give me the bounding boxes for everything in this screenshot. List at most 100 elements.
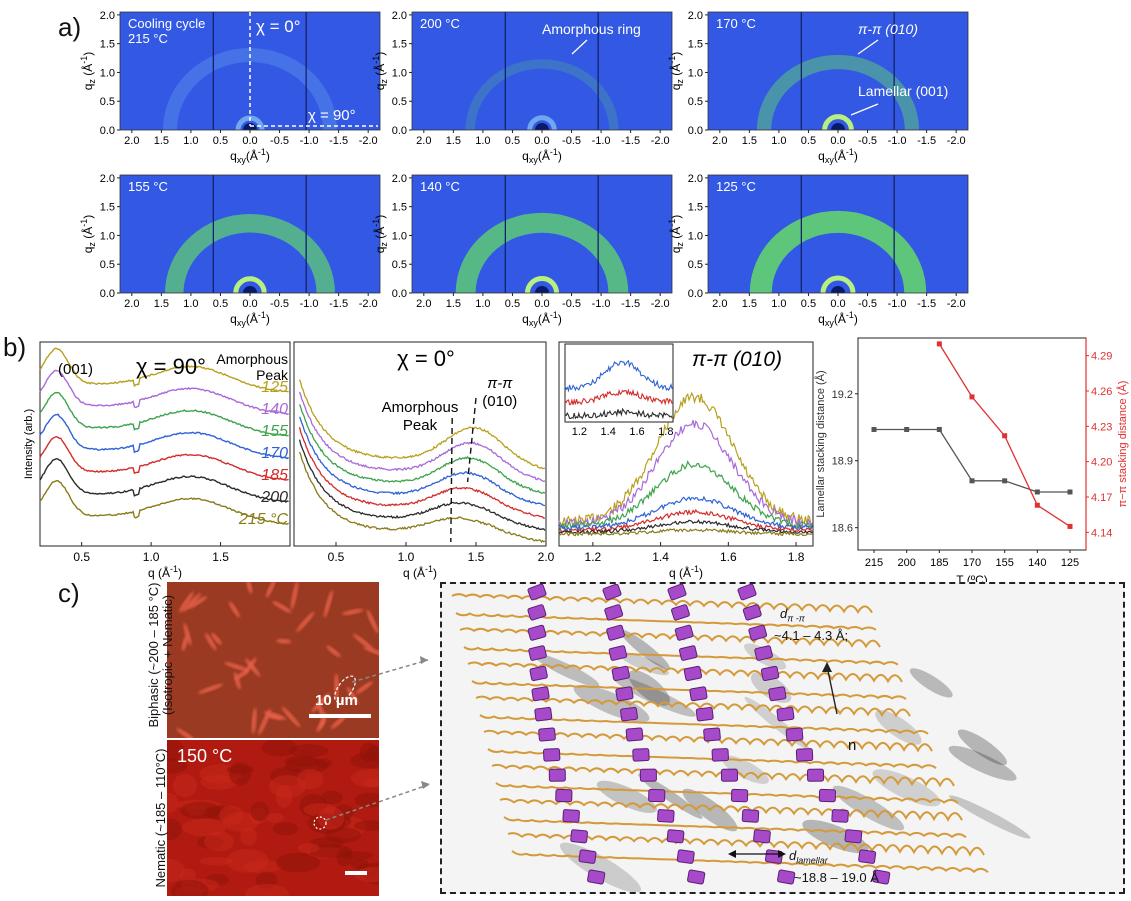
chi90-label: χ = 90° <box>308 107 356 124</box>
series-line <box>558 508 813 533</box>
nematic-droplet <box>211 632 222 645</box>
nematic-droplet <box>366 609 379 634</box>
qxy-tick-label: -1.0 <box>300 135 319 147</box>
nematic-droplet <box>265 713 282 720</box>
nematic-droplet <box>323 590 333 618</box>
x-tick-label: 200 <box>897 557 915 569</box>
y-tick-label: 18.6 <box>832 523 853 535</box>
nematic-droplet <box>182 593 202 613</box>
qz-tick-label: 1.0 <box>392 67 407 79</box>
nematic-droplet <box>228 601 240 618</box>
pipi-ring <box>756 54 920 131</box>
texture-blob <box>226 848 269 873</box>
qxy-tick-label: -1.5 <box>621 135 640 147</box>
backbone-unit <box>604 604 624 621</box>
data-point <box>969 478 975 484</box>
series-label: 155 <box>261 423 288 440</box>
x-tick-label: 1.0 <box>143 550 160 564</box>
amorphous-label: Amorphous <box>216 351 288 367</box>
x-tick-label: 125 <box>1061 557 1079 569</box>
shadow-blob <box>872 769 941 807</box>
y-axis-label: Intensity (arb.) <box>23 409 35 479</box>
qz-tick-label: 0.5 <box>392 259 407 271</box>
backbone-unit <box>587 869 606 885</box>
side-chain <box>451 593 873 615</box>
y2-tick-label: 4.23 <box>1091 421 1112 433</box>
qz-tick-label: 2.0 <box>688 173 703 185</box>
x-tick-label: 1.6 <box>720 550 737 564</box>
texture-blob <box>261 738 298 757</box>
qxy-tick-label: 1.5 <box>742 135 757 147</box>
shadow-blob <box>957 729 1007 766</box>
texture-blob <box>203 831 234 852</box>
texture-blob <box>354 792 385 808</box>
x-tick-label: 1.4 <box>652 550 669 564</box>
side-chain <box>455 612 877 631</box>
series-label: 125 <box>261 379 288 396</box>
shadow-blob <box>875 709 922 745</box>
qxy-tick-label: -0.5 <box>562 135 581 147</box>
qxy-tick-label: -0.5 <box>562 298 581 310</box>
series-line <box>39 479 289 525</box>
backbone-unit <box>562 809 580 823</box>
lamellar-annotation: Lamellar (001) <box>858 83 948 99</box>
temperature-label: Cooling cycle <box>128 16 205 31</box>
qxy-tick-label: -1.5 <box>329 135 348 147</box>
amorphous-annotation: Amorphous <box>382 399 459 416</box>
amorphous-label: Peak <box>256 367 289 383</box>
d-pipi-value: ~4.1 – 4.3 Å; <box>774 628 849 643</box>
qxy-tick-label: -1.0 <box>300 298 319 310</box>
texture-blob <box>268 775 306 798</box>
series-line <box>558 519 813 535</box>
texture-blob <box>229 762 252 786</box>
inset-x-tick-label: 1.8 <box>658 426 673 438</box>
micrograph-biphasic: 10 µm <box>167 579 388 744</box>
series-line <box>39 369 289 416</box>
backbone-unit <box>872 869 891 885</box>
texture-blob <box>272 822 299 836</box>
data-point <box>936 341 942 347</box>
series-line <box>39 457 289 503</box>
backbone-unit <box>741 809 760 823</box>
x-tick-label: 1.5 <box>212 550 229 564</box>
series-line <box>298 379 545 470</box>
x-tick-label: 140 <box>1028 557 1046 569</box>
backbone-unit <box>527 604 547 621</box>
nematic-droplet <box>346 686 359 704</box>
qxy-tick-label: 0.5 <box>801 298 816 310</box>
series-label: 185 <box>261 467 288 484</box>
series-label: 170 <box>261 445 288 462</box>
x-tick-label: 1.2 <box>585 550 602 564</box>
backbone-unit <box>620 706 638 722</box>
nematic-droplet <box>245 658 261 677</box>
backbone-unit <box>625 727 644 742</box>
temperature-label: 200 °C <box>420 16 460 31</box>
series-line <box>558 419 813 530</box>
giwaxs-map-6: 2.0 1.5 1.0 0.5 0.0 -0.5 -1.0 -1.5 -2.0 0.0 0.5 1.0… <box>667 173 988 330</box>
nematic-droplet <box>281 706 301 728</box>
backbone-unit <box>795 748 814 762</box>
qz-tick-label: 2.0 <box>688 10 703 22</box>
pipi-annotation: (010) <box>482 393 517 410</box>
nematic-droplet <box>181 635 188 651</box>
pipi-annotation: π-π <box>487 375 513 392</box>
temperature-label: 215 °C <box>128 31 168 46</box>
qz-tick-label: 1.5 <box>688 39 703 51</box>
backbone-unit <box>534 706 553 722</box>
temperature-label: 155 °C <box>128 179 168 194</box>
texture-blob <box>171 879 209 901</box>
qxy-tick-label: -0.5 <box>858 135 877 147</box>
nematic-droplet <box>342 608 364 616</box>
texture-blob <box>354 820 386 831</box>
director-arrowhead <box>822 662 832 672</box>
shadow-blob <box>619 629 671 670</box>
series-line <box>298 439 546 531</box>
scalebar-line-small <box>345 871 367 875</box>
series-line <box>39 435 289 481</box>
temperature-label: 140 °C <box>420 179 460 194</box>
texture-blob <box>288 744 329 758</box>
qxy-tick-label: 0.0 <box>830 135 845 147</box>
x-tick-label: 1.0 <box>398 550 415 564</box>
texture-blob <box>276 852 320 873</box>
